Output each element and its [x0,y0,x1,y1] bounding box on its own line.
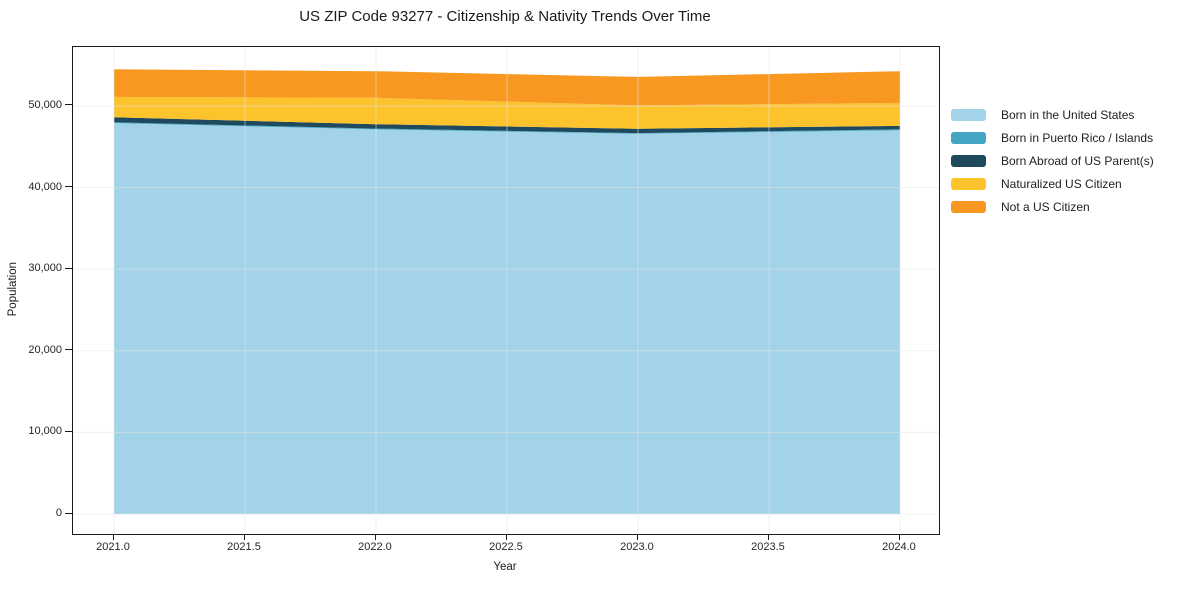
legend-swatch [951,108,986,121]
x-tick-label: 2023.0 [620,541,654,553]
x-tick-label: 2024.0 [882,541,916,553]
y-tick-mark [65,349,72,351]
y-tick-label: 40,000 [28,180,62,193]
legend-label: Born in Puerto Rico / Islands [1001,130,1154,145]
y-tick-mark [65,267,72,269]
legend-row: Born in the United States [951,103,1154,126]
x-tick-mark [244,534,245,540]
legend-label: Not a US Citizen [1001,199,1090,214]
legend-swatch [951,154,986,167]
legend-swatch [951,177,986,190]
legend-label: Born Abroad of US Parent(s) [1001,153,1154,168]
y-tick-label: 10,000 [28,425,62,438]
x-tick-mark [505,534,507,540]
y-tick-label: 50,000 [28,98,62,111]
area-series-2 [114,117,900,134]
legend-row: Not a US Citizen [951,195,1154,218]
y-tick-mark [65,104,72,106]
chart-title: US ZIP Code 93277 - Citizenship & Nativi… [299,8,711,25]
y-tick-mark [65,512,72,514]
x-tick-mark [636,534,638,540]
legend-row: Naturalized US Citizen [951,172,1154,195]
y-tick-mark [65,430,72,432]
legend-swatch [951,200,986,213]
x-tick-mark [898,534,900,540]
x-tick-label: 2022.5 [489,541,523,553]
x-tick-label: 2021.5 [227,541,261,553]
legend-label: Born in the United States [1001,107,1135,122]
plot-area [72,46,940,535]
x-tick-label: 2022.0 [358,541,392,553]
y-tick-mark [65,186,72,188]
legend: Born in the United States Born in Puerto … [951,103,1154,218]
x-tick-mark [113,534,114,540]
legend-swatch [951,131,986,144]
legend-label: Naturalized US Citizen [1001,176,1122,191]
y-axis-label-wrap: Population [4,46,22,533]
y-tick-label: 0 [55,507,62,519]
x-tick-mark [374,534,376,540]
y-tick-label: 30,000 [28,262,62,275]
x-tick-label: 2023.5 [751,541,785,553]
x-axis-label: Year [493,561,517,573]
legend-row: Born in Puerto Rico / Islands [951,126,1154,149]
stacked-area-chart [73,47,939,534]
y-tick-label: 20,000 [28,343,62,356]
x-tick-mark [767,534,769,540]
legend-row: Born Abroad of US Parent(s) [951,149,1154,172]
x-tick-label: 2021.0 [96,541,130,553]
